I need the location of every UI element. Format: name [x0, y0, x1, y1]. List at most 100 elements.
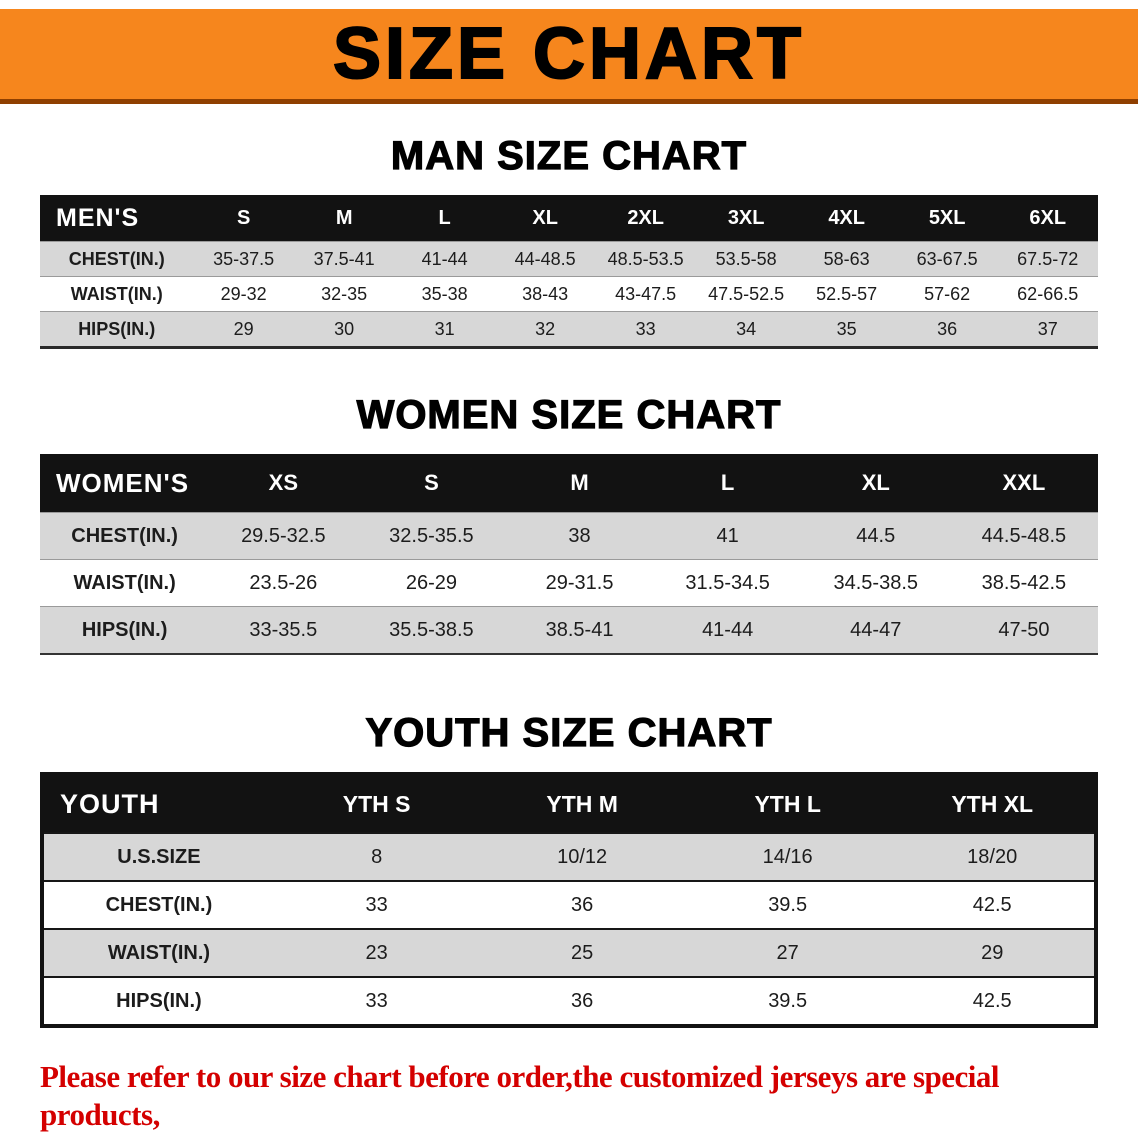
table-cell: 32-35 — [321, 283, 368, 304]
women-table-header-row: WOMEN'S XS S M L XL XXL — [40, 454, 1098, 513]
size-column-header: S — [193, 195, 294, 242]
table-cell: 34 — [736, 318, 757, 339]
row-label: WAIST(IN.) — [73, 571, 176, 594]
table-row: CHEST(IN.) 33 36 39.5 42.5 — [42, 881, 1096, 929]
table-cell: 47.5-52.5 — [708, 283, 785, 304]
row-label: CHEST(IN.) — [68, 248, 165, 269]
size-column-header: L — [653, 454, 802, 513]
women-section-heading: WOMEN SIZE CHART — [356, 392, 782, 437]
table-cell: 14/16 — [762, 845, 813, 868]
table-cell: 44-47 — [850, 618, 902, 641]
row-label: U.S.SIZE — [117, 845, 201, 868]
men-section-heading: MAN SIZE CHART — [390, 133, 748, 178]
size-column-header: YTH XL — [890, 774, 1096, 833]
table-cell: 34.5-38.5 — [833, 571, 919, 594]
table-cell: 35 — [836, 318, 857, 339]
table-cell: 39.5 — [768, 893, 808, 916]
table-cell: 37.5-41 — [313, 248, 375, 269]
page-title: SIZE CHART — [332, 13, 805, 95]
table-cell: 67.5-72 — [1017, 248, 1079, 269]
size-column-header: M — [505, 454, 654, 513]
table-cell: 29-32 — [220, 283, 267, 304]
table-cell: 33 — [365, 989, 388, 1012]
table-cell: 41-44 — [421, 248, 468, 269]
order-policy-line1: Please refer to our size chart before or… — [40, 1059, 1000, 1132]
table-cell: 10/12 — [557, 845, 608, 868]
size-column-header: YTH M — [479, 774, 685, 833]
table-cell: 57-62 — [924, 283, 971, 304]
men-table-header-row: MEN'S S M L XL 2XL 3XL 4XL 5XL 6XL — [40, 195, 1098, 242]
table-cell: 63-67.5 — [916, 248, 978, 269]
size-column-header: XL — [494, 195, 596, 242]
size-column-header: XXL — [949, 454, 1098, 513]
table-cell: 30 — [334, 318, 355, 339]
table-cell: 29.5-32.5 — [241, 524, 326, 547]
size-column-header: XS — [209, 454, 358, 513]
order-policy-note: Please refer to our size chart before or… — [40, 1058, 1100, 1132]
table-cell: 8 — [371, 845, 383, 868]
table-cell: 62-66.5 — [1017, 283, 1079, 304]
table-cell: 36 — [937, 318, 958, 339]
table-cell: 36 — [571, 893, 594, 916]
youth-table-title: YOUTH — [42, 774, 274, 833]
table-cell: 48.5-53.5 — [607, 248, 684, 269]
table-cell: 32.5-35.5 — [389, 524, 474, 547]
size-column-header: 2XL — [595, 195, 696, 242]
table-cell: 35-38 — [421, 283, 468, 304]
table-cell: 18/20 — [967, 845, 1018, 868]
table-cell: 38 — [568, 524, 591, 547]
size-column-header: S — [357, 454, 506, 513]
row-label: WAIST(IN.) — [107, 941, 211, 964]
size-column-header: 4XL — [796, 195, 897, 242]
row-label: CHEST(IN.) — [105, 893, 213, 916]
table-cell: 42.5 — [972, 989, 1012, 1012]
table-cell: 36 — [571, 989, 594, 1012]
youth-section-heading: YOUTH SIZE CHART — [365, 710, 773, 755]
table-cell: 44.5-48.5 — [981, 524, 1067, 547]
table-cell: 35-37.5 — [213, 248, 275, 269]
table-row: HIPS(IN.) 33 36 39.5 42.5 — [42, 977, 1096, 1026]
size-column-header: XL — [801, 454, 950, 513]
row-label: HIPS(IN.) — [78, 318, 156, 339]
table-row: WAIST(IN.) 23 25 27 29 — [42, 929, 1096, 977]
size-column-header: M — [293, 195, 395, 242]
table-row: CHEST(IN.) 35-37.5 37.5-41 41-44 44-48.5… — [40, 241, 1098, 277]
table-cell: 35.5-38.5 — [389, 618, 474, 641]
table-row: WAIST(IN.) 29-32 32-35 35-38 38-43 43-47… — [40, 276, 1098, 312]
table-cell: 42.5 — [972, 893, 1012, 916]
size-column-header: YTH S — [273, 774, 480, 833]
table-cell: 38.5-41 — [545, 618, 614, 641]
table-cell: 23.5-26 — [249, 571, 318, 594]
table-cell: 53.5-58 — [715, 248, 777, 269]
table-cell: 44-48.5 — [514, 248, 576, 269]
size-column-header: 6XL — [997, 195, 1098, 242]
row-label: WAIST(IN.) — [70, 283, 163, 304]
table-cell: 37 — [1037, 318, 1058, 339]
table-cell: 41 — [716, 524, 739, 547]
table-cell: 31.5-34.5 — [685, 571, 770, 594]
table-cell: 38.5-42.5 — [981, 571, 1067, 594]
table-cell: 23 — [365, 941, 388, 964]
table-cell: 29 — [233, 318, 254, 339]
table-cell: 43-47.5 — [615, 283, 677, 304]
men-size-table: MEN'S S M L XL 2XL 3XL 4XL 5XL 6XL CHEST… — [40, 195, 1098, 349]
table-cell: 25 — [571, 941, 594, 964]
size-column-header: 3XL — [695, 195, 797, 242]
men-table-title: MEN'S — [40, 195, 194, 242]
table-cell: 38-43 — [522, 283, 569, 304]
table-row: HIPS(IN.) 33-35.5 35.5-38.5 38.5-41 41-4… — [40, 606, 1098, 654]
size-column-header: 5XL — [896, 195, 998, 242]
table-cell: 32 — [535, 318, 556, 339]
women-table-title: WOMEN'S — [40, 454, 210, 513]
row-label: HIPS(IN.) — [116, 989, 202, 1012]
table-cell: 29-31.5 — [545, 571, 614, 594]
table-cell: 39.5 — [768, 989, 808, 1012]
youth-table-header-row: YOUTH YTH S YTH M YTH L YTH XL — [42, 774, 1096, 833]
table-cell: 44.5 — [856, 524, 896, 547]
table-cell: 31 — [434, 318, 455, 339]
table-cell: 52.5-57 — [816, 283, 878, 304]
youth-size-table: YOUTH YTH S YTH M YTH L YTH XL U.S.SIZE … — [40, 772, 1098, 1028]
table-cell: 26-29 — [405, 571, 457, 594]
table-cell: 41-44 — [702, 618, 754, 641]
